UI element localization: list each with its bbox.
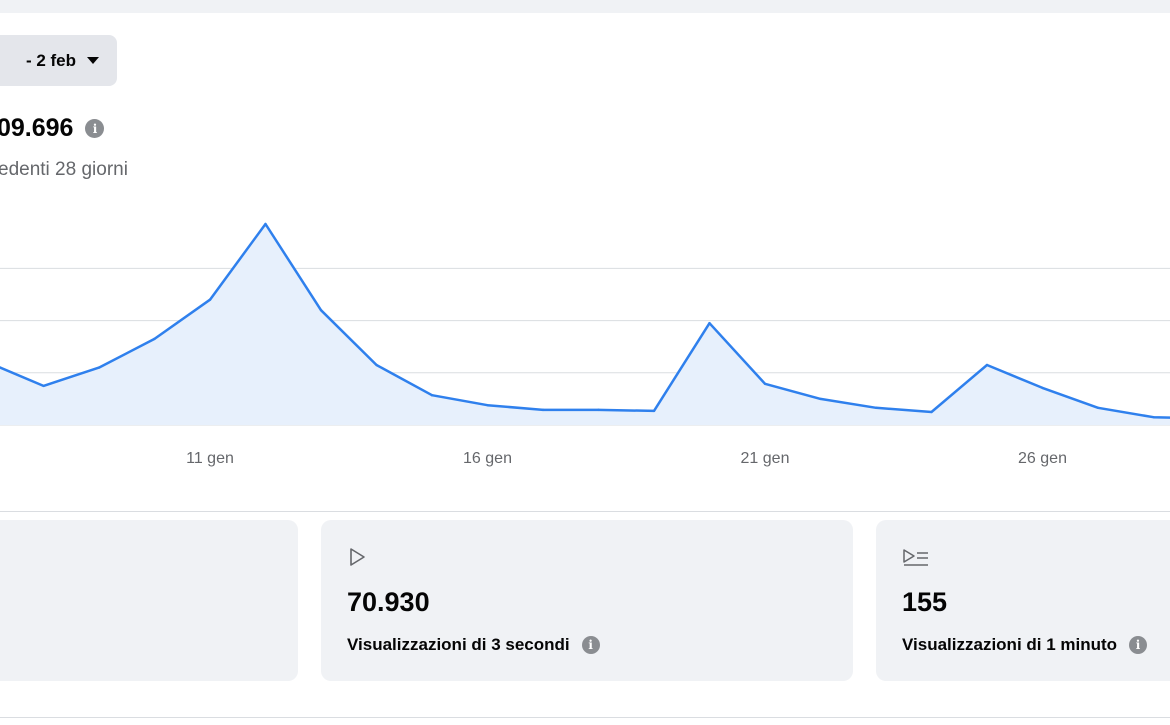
chart-point xyxy=(652,409,656,413)
metric-card-1min-views: 155 Visualizzazioni di 1 minuto i xyxy=(876,520,1170,681)
chart-point xyxy=(819,397,822,401)
date-range-label: - 2 feb xyxy=(25,50,76,70)
chart-point xyxy=(874,406,878,409)
chart-point xyxy=(208,298,212,301)
metric-label-row: Visualizzazioni di 1 minuto i xyxy=(902,635,1148,655)
play-list-icon xyxy=(903,549,928,566)
chart-point xyxy=(541,408,545,412)
chart-point xyxy=(153,337,156,341)
metric-label-row: Visualizzazioni di 3 secondi i xyxy=(347,635,600,655)
chart-point xyxy=(985,363,989,367)
x-tick-label: 16 gen xyxy=(463,450,512,467)
chart-point xyxy=(597,408,600,412)
views-chart: 11 gen 16 gen 21 gen 26 gen xyxy=(0,222,1170,467)
chart-point xyxy=(486,403,489,407)
comparison-text: edenti 28 giorni xyxy=(0,159,128,180)
info-icon[interactable]: i xyxy=(85,119,105,138)
info-icon[interactable]: i xyxy=(1129,636,1148,654)
chart-point xyxy=(930,410,933,414)
section-divider xyxy=(0,511,1170,512)
chart-point xyxy=(430,394,434,397)
x-tick-label: 11 gen xyxy=(186,450,234,467)
chart-point xyxy=(1041,386,1044,390)
info-icon[interactable]: i xyxy=(581,636,600,654)
chart-point xyxy=(1096,406,1100,409)
play-icon xyxy=(350,548,365,566)
metric-label: Visualizzazioni di 1 minuto xyxy=(902,635,1118,654)
bottom-divider xyxy=(0,717,1170,718)
chart-point xyxy=(763,382,767,385)
total-views: 09.696 i xyxy=(0,114,105,143)
metric-label: Visualizzazioni di 3 secondi xyxy=(347,635,570,654)
metric-value: 155 xyxy=(902,587,948,617)
caret-down-icon xyxy=(87,57,99,64)
chart-series-line xyxy=(0,222,1170,419)
total-views-value: 09.696 xyxy=(0,114,74,142)
chart-point xyxy=(375,363,378,367)
metric-card-1 xyxy=(0,520,298,681)
chart-point xyxy=(708,322,711,325)
x-tick-label: 26 gen xyxy=(1018,450,1067,467)
date-range-dropdown[interactable]: - 2 feb xyxy=(0,35,117,86)
chart-point xyxy=(264,222,267,226)
chart-point xyxy=(42,384,45,388)
chart-point xyxy=(319,308,323,312)
x-tick-label: 21 gen xyxy=(741,450,790,467)
metric-card-3s-views: 70.930 Visualizzazioni di 3 secondi i xyxy=(321,520,853,681)
metric-value: 70.930 xyxy=(347,587,430,617)
chart-area-fill xyxy=(0,224,1170,425)
chart-point xyxy=(1152,415,1155,419)
chart-point xyxy=(97,366,101,369)
